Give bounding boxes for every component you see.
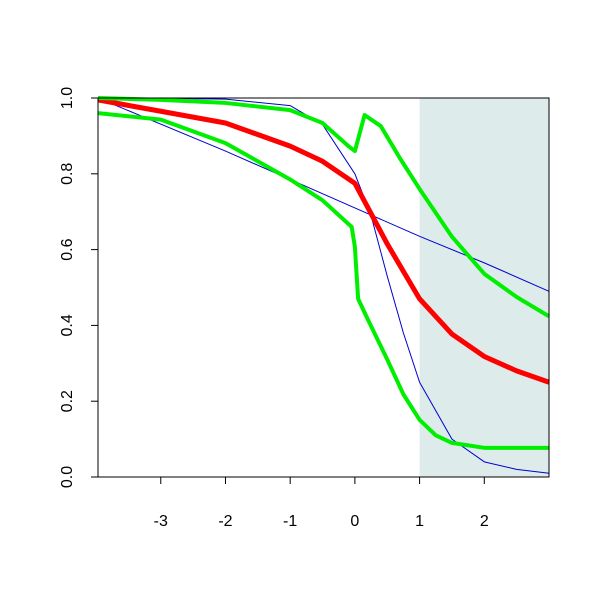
line	[97, 97, 550, 385]
x-tick-label: 1	[415, 513, 424, 530]
line	[97, 97, 550, 292]
x-tick-label: -2	[218, 513, 232, 530]
x-tick-label: 0	[350, 513, 359, 530]
y-tick-label: 1.0	[59, 87, 76, 109]
x-tick-label: -3	[154, 513, 168, 530]
y-tick-label: 0.4	[59, 314, 76, 336]
plot-frame	[97, 97, 550, 478]
x-tick-label: 2	[480, 513, 489, 530]
y-tick-label: 0.8	[59, 163, 76, 185]
shaded-region	[419, 98, 549, 477]
y-tick-label: 0.6	[59, 238, 76, 260]
x-tick-label: -1	[283, 513, 297, 530]
line	[97, 111, 549, 450]
y-tick-label: 0.2	[59, 390, 76, 412]
y-tick-label: 0.0	[59, 466, 76, 488]
line	[97, 97, 550, 474]
line	[97, 96, 551, 319]
